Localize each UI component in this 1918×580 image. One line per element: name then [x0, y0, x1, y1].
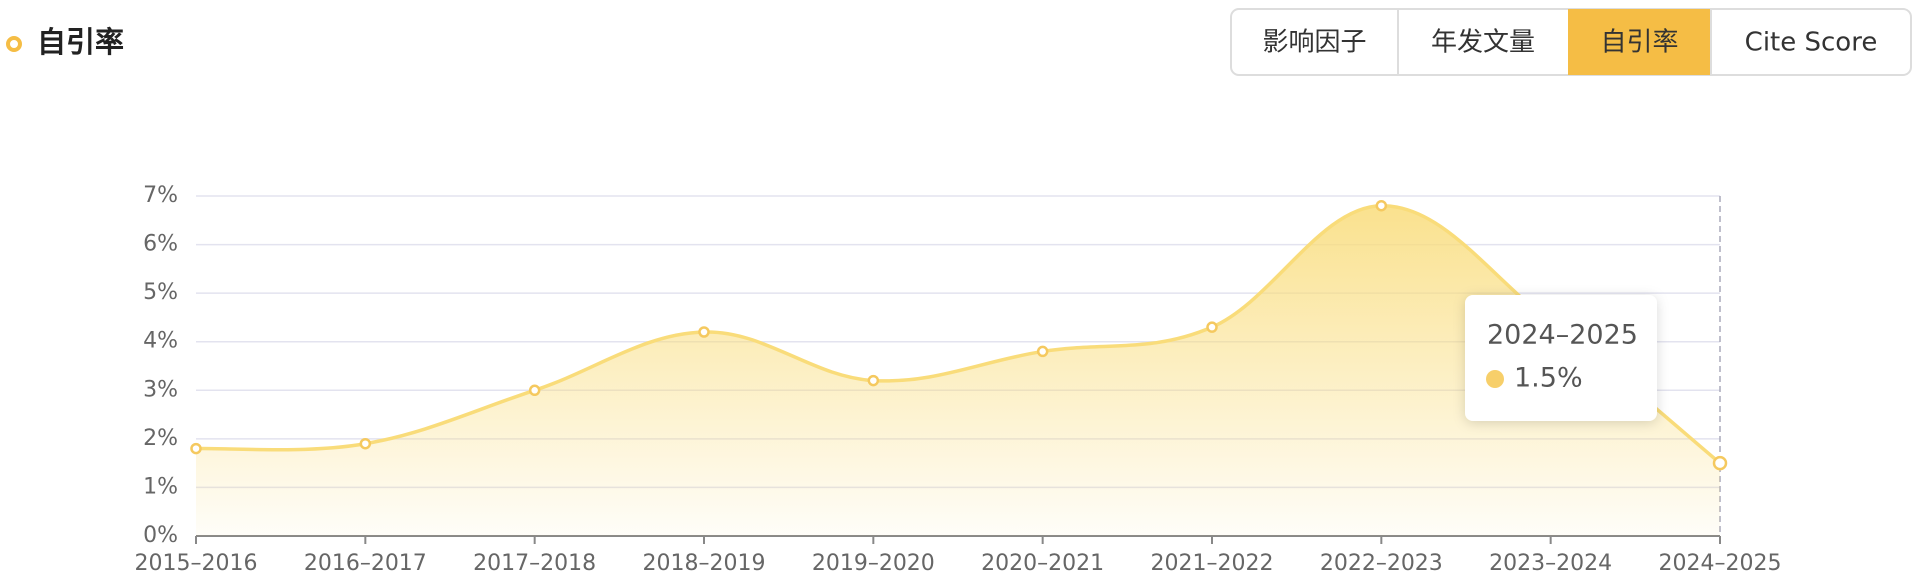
tab-group: 影响因子 年发文量 自引率 Cite Score — [1230, 8, 1912, 76]
x-tick-label: 2018–2019 — [643, 551, 766, 576]
x-tick-label: 2021–2022 — [1151, 551, 1274, 576]
x-tick-label: 2017–2018 — [473, 551, 596, 576]
y-tick-label: 2% — [143, 426, 178, 451]
area — [196, 205, 1720, 536]
point — [1206, 321, 1218, 333]
x-tick-label: 2015–2016 — [135, 551, 258, 576]
tab[interactable]: 年发文量 — [1431, 28, 1535, 58]
y-tick-label: 4% — [143, 329, 178, 354]
y-tick-label: 0% — [143, 523, 178, 548]
tooltip-dot — [1486, 370, 1504, 388]
x-tick-label: 2016–2017 — [304, 551, 427, 576]
point — [1036, 345, 1049, 358]
y-tick-label: 1% — [143, 474, 178, 499]
x-tick-label: 2020–2021 — [981, 551, 1104, 576]
y-tick-label: 5% — [143, 280, 178, 305]
x-tick-label: 2024–2025 — [1659, 551, 1782, 576]
tab[interactable]: 自引率 — [1600, 28, 1678, 58]
point — [190, 442, 202, 455]
point — [359, 437, 372, 450]
tooltip-box — [1465, 295, 1657, 421]
y-tick-label: 7% — [143, 183, 178, 208]
title-dot — [6, 36, 22, 52]
tab[interactable]: Cite Score — [1745, 28, 1878, 58]
tooltip-title: 2024–2025 — [1487, 320, 1638, 351]
tab[interactable]: 影响因子 — [1262, 28, 1366, 58]
x-tick-label: 2019–2020 — [812, 551, 935, 576]
section-title: 自引率 — [37, 25, 124, 59]
chart: 0% 1% 2% 3% 4% 5% 6% 7% 2015–2016 2016–2017 2017–2… — [135, 183, 1782, 576]
y-tick-label: 6% — [143, 232, 178, 257]
point — [528, 384, 541, 397]
point — [867, 374, 880, 387]
tab-active-bg — [1568, 9, 1711, 75]
x-tick-label: 2023–2024 — [1489, 551, 1612, 576]
y-tick-label: 3% — [143, 377, 178, 402]
tooltip-value: 1.5% — [1514, 363, 1583, 394]
point — [1375, 199, 1388, 212]
point — [698, 326, 710, 338]
line — [195, 203, 1722, 465]
x-tick-label: 2022–2023 — [1320, 551, 1443, 576]
point — [1712, 455, 1728, 471]
